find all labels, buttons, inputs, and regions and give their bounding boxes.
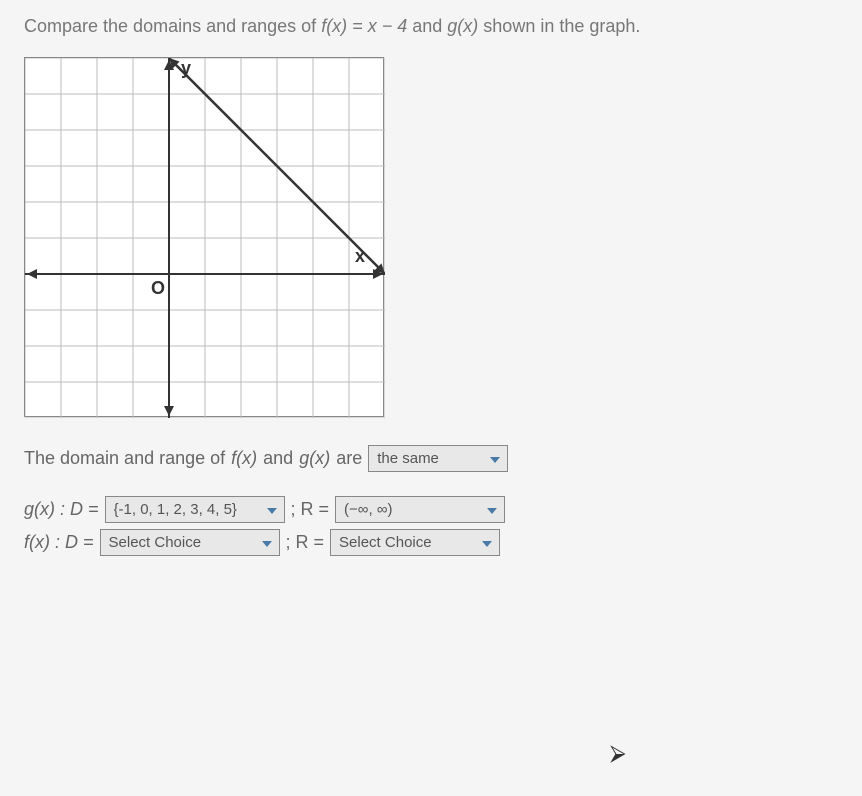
g-domain-dropdown[interactable]: {-1, 0, 1, 2, 3, 4, 5}(−∞, ∞)Select Choi… [105, 496, 285, 523]
statement-prefix: The domain and range of [24, 448, 225, 469]
statement-suffix: are [336, 448, 362, 469]
statement-g: g(x) [299, 448, 330, 469]
g-range-dropdown[interactable]: (−∞, ∞){-1, 0, 1, 2, 3, 4, 5}Select Choi… [335, 496, 505, 523]
g-sep: ; R = [291, 499, 330, 520]
question-middle: and [412, 16, 447, 36]
graph-svg: y x O [25, 58, 385, 418]
statement-f: f(x) [231, 448, 257, 469]
question-g-expr: g(x) [447, 16, 478, 36]
svg-text:y: y [181, 58, 191, 78]
svg-text:O: O [151, 278, 165, 298]
f-range-dropdown[interactable]: Select Choice(−∞, ∞){-1, 0, 1, 2, 3, 4, … [330, 529, 500, 556]
compare-statement: The domain and range of f(x) and g(x) ar… [24, 445, 838, 472]
graph-panel: y x O [24, 57, 384, 417]
g-label: g(x) : D = [24, 499, 99, 520]
f-label: f(x) : D = [24, 532, 94, 553]
question-text: Compare the domains and ranges of f(x) =… [24, 16, 838, 37]
g-row: g(x) : D = {-1, 0, 1, 2, 3, 4, 5}(−∞, ∞)… [24, 496, 838, 523]
question-prefix: Compare the domains and ranges of [24, 16, 321, 36]
question-suffix: shown in the graph. [483, 16, 640, 36]
question-f-expr: f(x) = x − 4 [321, 16, 407, 36]
mouse-cursor-icon: ⮚ [610, 740, 626, 766]
f-row: f(x) : D = Select Choice(−∞, ∞){-1, 0, 1… [24, 529, 838, 556]
svg-text:x: x [355, 246, 365, 266]
statement-mid: and [263, 448, 293, 469]
f-domain-dropdown[interactable]: Select Choice(−∞, ∞){-1, 0, 1, 2, 3, 4, … [100, 529, 280, 556]
f-sep: ; R = [286, 532, 325, 553]
compare-dropdown[interactable]: the samedifferent [368, 445, 508, 472]
